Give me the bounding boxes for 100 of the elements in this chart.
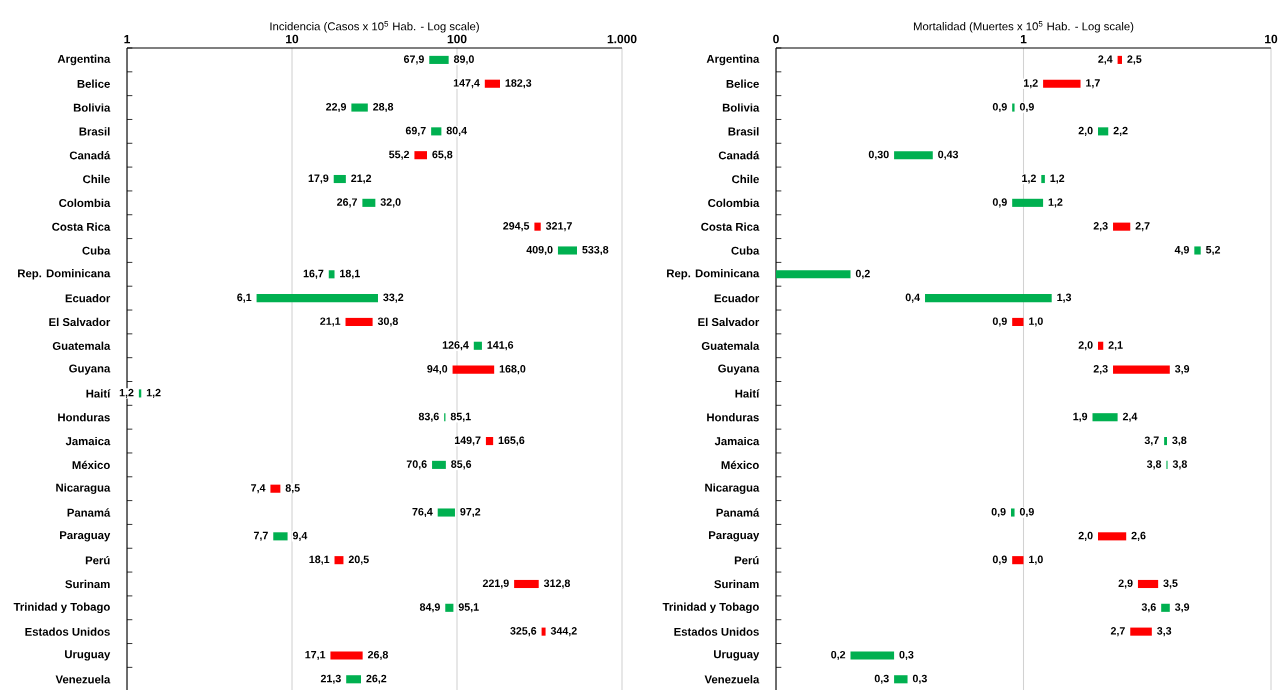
annotation: 0,9 <box>992 103 1007 113</box>
annotation: 168,0 <box>499 365 526 375</box>
bar <box>1130 627 1152 636</box>
annotation: 2,1 <box>1108 341 1123 351</box>
annotation: 1,2 <box>119 388 134 398</box>
x-tick-label: 1 <box>124 35 131 44</box>
y-tick-label: Argentina <box>706 54 760 66</box>
y-tick-label: Trinidad y Tobago <box>13 602 110 614</box>
y-tick-label: Surinam <box>714 579 759 589</box>
bar <box>541 627 546 636</box>
y-tick-label: Ecuador <box>65 293 111 303</box>
annotation: 69,7 <box>405 126 426 136</box>
bar <box>1041 174 1045 184</box>
x-tick-label: 10 <box>1265 34 1278 44</box>
annotation: 1,2 <box>1048 198 1063 208</box>
annotation: 2,2 <box>1113 126 1128 136</box>
bar <box>432 460 446 469</box>
annotation: 0,9 <box>992 198 1007 208</box>
bar <box>534 222 541 231</box>
annotation: 3,8 <box>1172 436 1187 446</box>
annotation: 0,43 <box>938 150 959 160</box>
bar <box>894 151 933 160</box>
annotation: 55,2 <box>389 150 410 160</box>
y-tick-label: Cuba <box>82 246 111 255</box>
y-tick-label: Belice <box>77 79 110 88</box>
bar <box>437 508 455 517</box>
y-tick-label: Surinam <box>65 579 110 589</box>
bar <box>333 174 346 184</box>
y-tick-label: Nicaragua <box>705 483 760 495</box>
y-tick-label: Argentina <box>57 54 111 66</box>
y-tick-label: Brasil <box>79 127 110 136</box>
y-tick-label: México <box>721 460 759 470</box>
y-tick-label: Bolivia <box>73 103 111 112</box>
bar <box>345 317 373 326</box>
annotation: 409,0 <box>526 245 553 256</box>
bar <box>431 127 442 136</box>
annotation: 21,1 <box>320 317 341 327</box>
y-tick-label: El Salvador <box>49 317 111 327</box>
annotation: 321,7 <box>545 222 572 232</box>
annotation: 17,1 <box>305 650 326 660</box>
annotation: 1,7 <box>1086 79 1100 89</box>
annotation: 0,3 <box>912 674 927 684</box>
bar <box>429 55 449 64</box>
annotation: 85,6 <box>451 460 472 470</box>
bar <box>1194 246 1201 255</box>
annotation: 1,2 <box>146 388 161 398</box>
bar <box>1113 365 1170 374</box>
annotation: 89,0 <box>453 55 474 65</box>
annotation: 2,3 <box>1093 365 1108 375</box>
bar <box>1161 603 1170 612</box>
annotation: 3,8 <box>1146 460 1162 470</box>
bar <box>925 294 1052 303</box>
y-tick-label: Costa Rica <box>52 222 111 231</box>
annotation: 4,9 <box>1174 245 1189 256</box>
y-tick-label: Chile <box>732 174 759 184</box>
annotation: 18,1 <box>340 269 360 279</box>
annotation: 8,5 <box>285 484 300 494</box>
bar <box>1092 413 1118 422</box>
annotation: 182,3 <box>505 79 532 89</box>
annotation: 2,0 <box>1078 531 1093 541</box>
bar <box>485 437 494 446</box>
x-tick-label: 100 <box>447 34 467 44</box>
annotation: 3,8 <box>1172 460 1187 470</box>
annotation: 0,9 <box>1019 507 1034 518</box>
bar <box>256 294 378 303</box>
y-tick-label: Haití <box>735 389 760 398</box>
bar <box>1012 556 1024 565</box>
annotation: 533,8 <box>582 245 609 256</box>
annotation: 1,2 <box>1024 79 1038 89</box>
bar <box>1043 79 1081 88</box>
annotation: 3,5 <box>1163 579 1178 589</box>
annotation: 26,8 <box>367 650 389 660</box>
bar <box>1098 532 1127 541</box>
y-tick-label: Canadá <box>718 150 760 160</box>
y-tick-label: Trinidad y Tobago <box>662 602 759 614</box>
bar <box>270 484 281 493</box>
y-tick-label: Perú <box>734 555 759 565</box>
annotation: 3,3 <box>1157 627 1172 637</box>
y-tick-label: Panamá <box>716 508 760 517</box>
y-tick-label: Nicaragua <box>56 483 111 495</box>
annotation: 26,2 <box>366 674 387 684</box>
y-tick-label: Rep. Dominicana <box>667 269 760 280</box>
annotation: 0,9 <box>991 507 1006 518</box>
annotation: 2,6 <box>1131 531 1146 541</box>
annotation: 1,3 <box>1057 293 1072 303</box>
y-tick-label: Paraguay <box>60 531 111 542</box>
x-tick-label: 0 <box>773 34 779 44</box>
y-tick-label: Uruguay <box>65 650 111 661</box>
annotation: 344,2 <box>550 627 577 637</box>
x-tick-label: 1 <box>1020 35 1027 44</box>
annotation: 17,9 <box>308 174 329 184</box>
bar <box>1098 341 1104 350</box>
annotation: 28,8 <box>373 103 394 113</box>
annotation: 9,4 <box>292 531 308 541</box>
annotation: 70,6 <box>406 460 427 470</box>
annotation: 2,4 <box>1098 55 1113 65</box>
bar <box>1137 579 1159 589</box>
annotation: 2,4 <box>1122 412 1138 422</box>
y-tick-label: Haití <box>86 389 111 398</box>
annotation: 2,3 <box>1093 222 1108 232</box>
